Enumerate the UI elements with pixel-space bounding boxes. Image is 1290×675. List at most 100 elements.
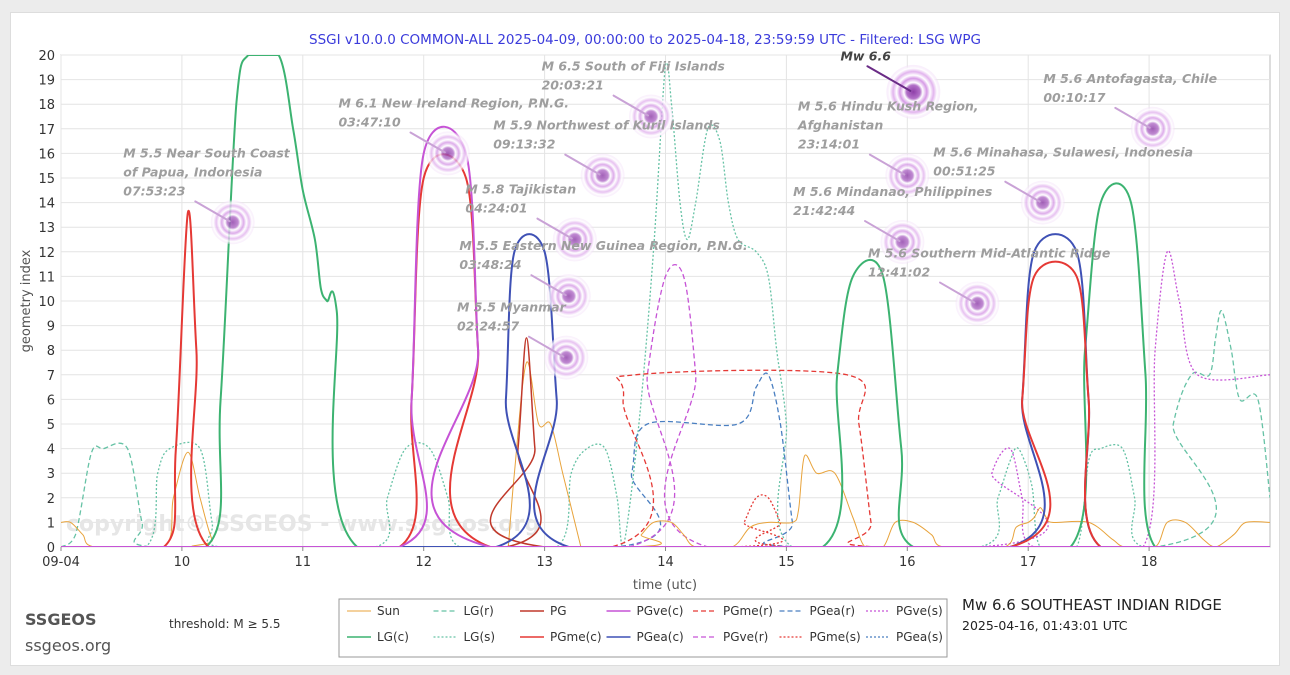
quake-pointer xyxy=(194,200,231,223)
quake-marker xyxy=(1020,180,1065,225)
y-tick-label: 3 xyxy=(47,467,55,482)
series-line-lg-s xyxy=(61,62,1270,547)
legend-label: LG(c) xyxy=(377,630,409,644)
quake-label: Afghanistan xyxy=(797,118,883,133)
y-tick-label: 15 xyxy=(38,172,55,187)
series-line-lg-r xyxy=(61,310,1270,547)
y-tick-label: 19 xyxy=(38,74,55,89)
quake-marker xyxy=(885,153,930,198)
legend-label: PGve(s) xyxy=(896,604,943,618)
quake-label: 00:51:25 xyxy=(933,164,995,179)
series-line-pgme-s xyxy=(61,494,1270,547)
quake-pointer xyxy=(530,274,567,297)
watermark: copyright© SSGEOS - www.ssgeos.org xyxy=(66,512,540,537)
legend-label: PGme(r) xyxy=(723,604,773,618)
y-tick-label: 4 xyxy=(47,443,55,458)
x-tick-label: 17 xyxy=(1020,555,1037,570)
quake-label: M 5.6 Hindu Kush Region, xyxy=(798,99,979,114)
series-line-pgve-s xyxy=(61,250,1270,547)
quake-label: 12:41:02 xyxy=(868,265,930,280)
quake-label: M 5.6 Southern Mid-Atlantic Ridge xyxy=(868,246,1110,261)
quake-marker xyxy=(955,281,1000,326)
quake-label: M 6.5 South of Fiji Islands xyxy=(542,59,725,74)
quake-label: 00:10:17 xyxy=(1043,90,1105,105)
quake-marker xyxy=(425,131,470,176)
quake-label: M 5.6 Antofagasta, Chile xyxy=(1043,71,1217,86)
y-tick-label: 16 xyxy=(38,147,55,162)
x-tick-label: 16 xyxy=(899,555,916,570)
y-tick-label: 13 xyxy=(38,221,55,236)
x-tick-label: 14 xyxy=(657,555,674,570)
chart-frame: SSGI v10.0.0 COMMON-ALL 2025-04-09, 00:0… xyxy=(10,12,1280,666)
footer-brand: SSGEOS xyxy=(25,610,97,629)
quake-pointer xyxy=(864,220,901,242)
y-tick-label: 2 xyxy=(47,492,55,507)
quake-label: M 5.5 Near South Coast xyxy=(123,145,291,160)
legend-label: LG(r) xyxy=(464,604,494,618)
quake-pointer xyxy=(1114,106,1151,129)
event-title: Mw 6.6 SOUTHEAST INDIAN RIDGE xyxy=(962,596,1222,614)
quake-pointer xyxy=(564,153,601,176)
quake-marker xyxy=(210,200,255,245)
quake-label: Mw 6.6 xyxy=(840,48,891,63)
y-tick-label: 6 xyxy=(47,393,55,408)
y-tick-label: 14 xyxy=(38,197,55,212)
legend-label: PGea(s) xyxy=(896,630,943,644)
quake-marker xyxy=(1130,106,1175,151)
legend-label: Sun xyxy=(377,604,400,618)
legend-label: PGme(c) xyxy=(550,630,602,644)
quake-label: M 6.1 New Ireland Region, P.N.G. xyxy=(338,96,569,111)
y-tick-label: 12 xyxy=(38,246,55,261)
quake-pointer xyxy=(939,281,976,304)
quake-label: M 5.8 Tajikistan xyxy=(465,182,576,197)
y-tick-label: 20 xyxy=(38,49,55,64)
quake-marker xyxy=(880,219,925,264)
x-tick-label: 15 xyxy=(778,555,795,570)
footer-site: ssgeos.org xyxy=(25,636,111,655)
quake-marker xyxy=(580,153,625,198)
quake-pointer xyxy=(536,217,573,240)
quake-layer: M 5.5 Near South Coast of Papua, Indonesi… xyxy=(123,48,1217,380)
x-tick-label: 18 xyxy=(1141,555,1158,570)
chart-title: SSGI v10.0.0 COMMON-ALL 2025-04-09, 00:0… xyxy=(309,32,981,48)
y-tick-label: 5 xyxy=(47,418,55,433)
x-tick-label: 13 xyxy=(536,555,553,570)
series-line-pgve-r xyxy=(61,264,1270,547)
quake-pointer xyxy=(1004,180,1041,203)
legend-label: PGve(c) xyxy=(637,604,684,618)
quake-label: 03:48:24 xyxy=(459,257,521,272)
y-tick-label: 1 xyxy=(47,516,55,531)
quake-pointer xyxy=(612,94,649,117)
y-tick-label: 18 xyxy=(38,98,55,113)
quake-pointer xyxy=(409,131,446,154)
x-tick-label: 12 xyxy=(415,555,432,570)
y-tick-label: 10 xyxy=(38,295,55,310)
x-axis-label: time (utc) xyxy=(633,578,697,593)
y-axis-label: geometry index xyxy=(19,249,34,352)
quake-marker xyxy=(552,217,597,262)
quake-marker xyxy=(628,94,673,139)
x-tick-label: 10 xyxy=(174,555,191,570)
quake-label: M 5.6 Minahasa, Sulawesi, Indonesia xyxy=(933,145,1193,160)
quake-label: 23:14:01 xyxy=(798,137,860,152)
quake-label: of Papua, Indonesia xyxy=(123,164,262,179)
y-tick-label: 7 xyxy=(47,369,55,384)
quake-label: 04:24:01 xyxy=(465,201,527,216)
y-tick-label: 17 xyxy=(38,123,55,138)
quake-marker xyxy=(544,335,589,380)
series-line-lg-c xyxy=(61,55,1270,547)
y-tick-label: 8 xyxy=(47,344,55,359)
legend-label: LG(s) xyxy=(464,630,496,644)
quake-marker xyxy=(886,64,941,119)
quake-label: 21:42:44 xyxy=(793,203,855,218)
legend: Sun LG(r) PG PGve(c) PGme(r) PGea(r) PGve(s) LG… xyxy=(347,604,943,644)
legend-box xyxy=(338,598,948,658)
x-tick-label: 09-04 xyxy=(42,555,80,570)
quake-pointer xyxy=(527,335,565,358)
quake-pointer xyxy=(866,65,912,92)
event-time: 2025-04-16, 01:43:01 UTC xyxy=(962,618,1128,633)
quake-label: 03:47:10 xyxy=(338,115,400,130)
chart: SSGI v10.0.0 COMMON-ALL 2025-04-09, 00:0… xyxy=(19,32,1271,658)
quake-pointer xyxy=(868,153,906,176)
